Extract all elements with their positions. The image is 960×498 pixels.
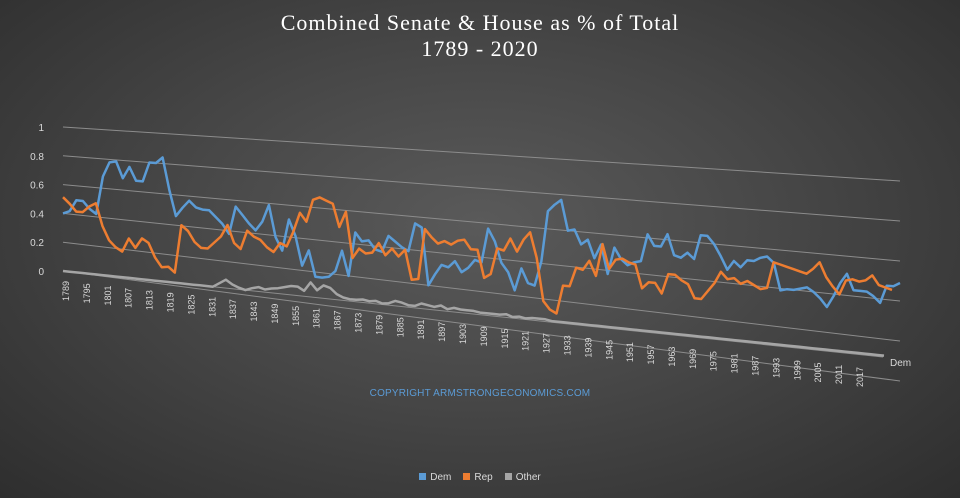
legend-label: Rep	[474, 472, 493, 483]
x-tick-label: 1885	[395, 317, 405, 337]
series-layer	[62, 156, 901, 357]
x-tick-label: 1957	[646, 344, 656, 364]
x-tick-label: 1969	[688, 349, 698, 369]
x-tick-label: 2017	[855, 367, 865, 387]
gridline	[62, 184, 901, 262]
y-tick-label: 0	[38, 267, 44, 278]
gridline	[62, 155, 901, 222]
x-tick-label: 1975	[709, 351, 719, 371]
chart-subtitle: 1789 - 2020	[421, 36, 539, 61]
x-tick-label: 1933	[563, 335, 573, 355]
series-line-rep	[62, 196, 893, 315]
gridline	[62, 126, 901, 182]
x-tick-label: 1855	[291, 306, 301, 326]
x-axis-ticks: 1789 1795 1801 1807 1813 1819 1825 1831 1837 1843…	[61, 281, 865, 387]
copyright-notice: COPYRIGHT ARMSTRONGECONOMICS.COM	[369, 388, 591, 399]
legend-item-other: Other	[504, 472, 541, 483]
x-tick-label: 1897	[437, 322, 447, 342]
x-tick-label: 1963	[667, 347, 677, 367]
x-tick-label: 1993	[771, 358, 781, 378]
y-axis-ticks: 1 0.8 0.6 0.4 0.2 0	[30, 123, 44, 278]
x-tick-label: 1849	[270, 304, 280, 324]
x-tick-label: 1951	[625, 342, 635, 362]
legend-item-dem: Dem	[419, 472, 451, 483]
x-tick-label: 1819	[166, 292, 176, 312]
legend-swatch	[419, 473, 427, 480]
legend-item-rep: Rep	[463, 472, 493, 483]
x-tick-label: 1813	[145, 290, 155, 310]
y-tick-label: 0.4	[30, 209, 44, 220]
x-tick-label: 1867	[333, 310, 343, 330]
depth-axis-label: Dem	[890, 358, 911, 369]
x-tick-label: 2005	[813, 362, 823, 382]
legend-swatch	[463, 473, 471, 480]
x-tick-label: 1807	[124, 288, 134, 308]
x-tick-label: 1873	[353, 313, 363, 333]
x-tick-label: 1927	[542, 333, 552, 353]
chart-title: Combined Senate & House as % of Total	[280, 10, 680, 35]
gridline	[62, 270, 901, 382]
chart-title-block: Combined Senate & House as % of Total 17…	[0, 10, 960, 62]
x-tick-label: 1915	[500, 329, 510, 349]
x-tick-label: 1939	[583, 338, 593, 358]
x-tick-label: 1981	[730, 353, 740, 373]
x-tick-label: 1837	[228, 299, 238, 319]
legend: Dem Rep Other	[0, 472, 960, 483]
x-tick-label: 1945	[604, 340, 614, 360]
x-tick-label: 1801	[103, 286, 113, 306]
series-line-other	[62, 269, 885, 357]
legend-label: Other	[515, 472, 541, 483]
x-tick-label: 1789	[61, 281, 71, 301]
x-tick-label: 1921	[521, 331, 531, 351]
y-tick-label: 1	[38, 123, 44, 134]
y-tick-label: 0.6	[30, 181, 44, 192]
x-tick-label: 1903	[458, 324, 468, 344]
x-tick-label: 1843	[249, 301, 259, 321]
x-tick-label: 1879	[374, 315, 384, 335]
x-tick-label: 1825	[186, 295, 196, 315]
gridline	[62, 241, 901, 342]
x-tick-label: 1795	[82, 283, 92, 303]
y-tick-label: 0.2	[30, 238, 44, 249]
x-tick-label: 1861	[312, 308, 322, 328]
y-tick-label: 0.8	[30, 152, 44, 163]
x-tick-label: 2011	[834, 365, 844, 384]
x-tick-label: 1909	[479, 326, 489, 346]
gridlines	[62, 126, 901, 382]
x-tick-label: 1891	[416, 319, 426, 339]
x-tick-label: 1987	[750, 356, 760, 376]
x-tick-label: 1831	[207, 297, 217, 317]
x-tick-label: 1999	[792, 360, 802, 380]
legend-label: Dem	[430, 472, 452, 483]
legend-swatch	[504, 473, 512, 480]
